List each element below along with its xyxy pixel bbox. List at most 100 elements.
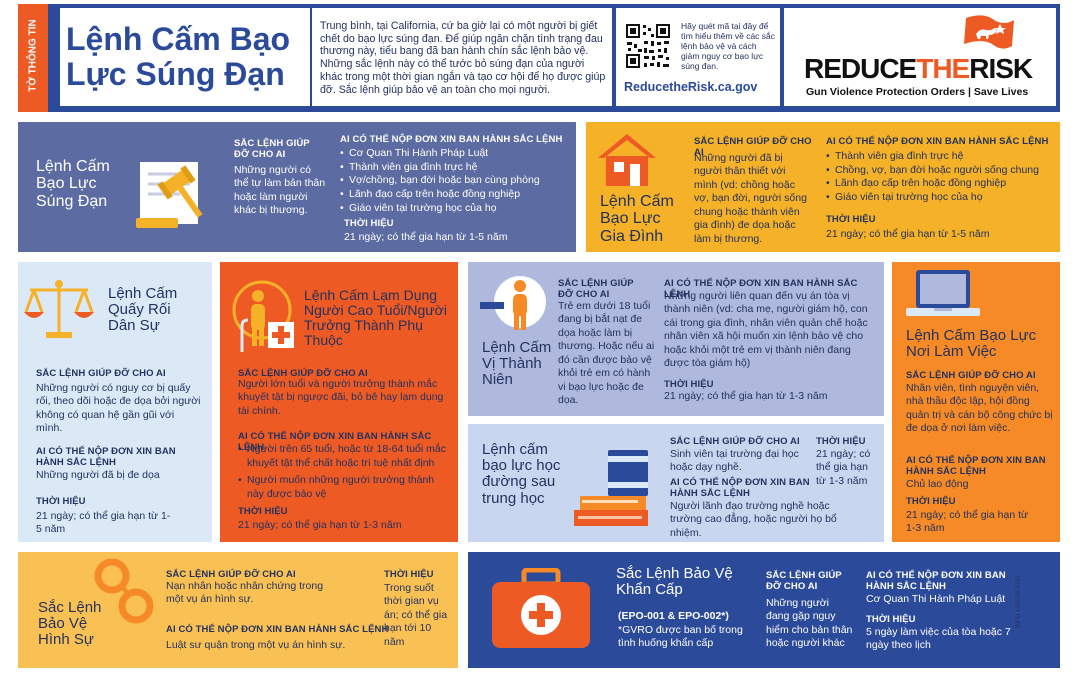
card-civil-harassment-duration: 21 ngày; có thể gia hạn từ 1-5 năm <box>36 510 171 536</box>
card-civil-harassment-title: Lệnh Cấm Quấy Rối Dân Sự <box>108 285 178 335</box>
list-item: Lãnh đạo cấp trên hoặc đồng nghiệp <box>340 188 572 202</box>
scales-icon <box>22 278 96 340</box>
list-item: Giáo viên tại trường học của họ <box>826 191 1058 205</box>
card-domestic-violence-petition-head: AI CÓ THỂ NỘP ĐƠN XIN BAN HÀNH SẮC LỆNH <box>826 136 1049 147</box>
card-emergency-protects-head: SẮC LỆNH GIÚP ĐỠ CHO AI <box>766 570 842 593</box>
list-item: Người muốn những người trưởng thành này … <box>238 474 452 501</box>
footer-code: INFO 103T.09-0725 <box>1016 575 1022 628</box>
card-gun-violence-duration-head: THỜI HIỆU <box>344 218 394 229</box>
card-workplace-petition-head: AI CÓ THỂ NỘP ĐƠN XIN BAN HÀNH SẮC LỆNH <box>906 455 1046 478</box>
card-civil-harassment-protects-head: SẮC LỆNH GIÚP ĐỠ CHO AI <box>36 368 166 379</box>
qr-caption: Hãy quét mã tại đây để tìm hiểu thêm về … <box>681 21 776 72</box>
card-domestic-violence-petition-list: Thành viên gia đình trực hệ Chồng, vợ, b… <box>826 150 1058 205</box>
card-elder-abuse-petition-list: Người trên 65 tuổi, hoặc từ 18-64 tuổi m… <box>238 443 452 502</box>
page-title-line1: Lệnh Cấm Bạo <box>66 21 291 57</box>
card-elder-abuse-protects-head: SẮC LỆNH GIÚP ĐỠ CHO AI <box>238 368 368 379</box>
card-workplace-petition: Chủ lao động <box>906 478 969 490</box>
card-juvenile-petition-head: AI CÓ THỂ NỘP ĐƠN XIN BAN HÀNH SẮC LỆNH <box>664 278 858 301</box>
card-gun-violence-protects: Những người có thể tự làm bản thân hoặc … <box>234 164 326 217</box>
page-title-line2: Lực Súng Đạn <box>66 56 285 93</box>
card-juvenile-duration-head: THỜI HIỆU <box>664 379 714 390</box>
card-postsecondary-petition: Người lãnh đạo trường nghề hoặc trường c… <box>670 500 837 539</box>
child-icon <box>478 272 548 334</box>
card-civil-harassment <box>18 262 212 542</box>
card-emergency-duration: 5 ngày làm việc của tòa hoặc 7 ngày theo… <box>866 626 1011 652</box>
card-domestic-violence-protects: Những người đã bị người thân thiết với m… <box>694 152 807 245</box>
side-tab-label: TỜ THÔNG TIN <box>27 19 39 92</box>
card-elder-abuse-duration: 21 ngày; có thể gia hạn từ 1-3 năm <box>238 519 402 531</box>
card-juvenile-title: Lệnh Cấm Vị Thành Niên <box>482 339 552 389</box>
card-elder-abuse-title: Lệnh Cấm Lạm Dụng Người Cao Tuổi/Người T… <box>304 287 447 349</box>
first-aid-kit-icon <box>490 567 592 650</box>
list-item: Người trên 65 tuổi, hoặc từ 18-64 tuổi m… <box>238 443 452 470</box>
card-gun-violence-petition-head: AI CÓ THỂ NỘP ĐƠN XIN BAN HÀNH SẮC LỆNH <box>340 134 563 145</box>
brand-word-reduce: REDUCE <box>804 53 917 84</box>
card-civil-harassment-duration-head: THỜI HIỆU <box>36 496 86 507</box>
brand-word-risk: RISK <box>969 53 1033 84</box>
card-postsecondary-protects: Sinh viên tại trường đại học hoặc dạy ng… <box>670 448 799 474</box>
list-item: Thành viên gia đình trực hệ <box>826 150 1058 164</box>
brand-flag-icon <box>960 14 1016 56</box>
card-postsecondary-petition-head: AI CÓ THỂ NỘP ĐƠN XIN BAN HÀNH SẮC LỆNH <box>670 477 810 500</box>
card-juvenile-protects-head: SẮC LỆNH GIÚP ĐỠ CHO AI <box>558 278 634 301</box>
card-emergency-codes: (EPO-001 & EPO-002*) <box>618 610 729 622</box>
card-emergency-petition: Cơ Quan Thi Hành Pháp Luật <box>866 593 1006 605</box>
page-title: Lệnh Cấm Bạo Lực Súng Đạn <box>66 21 291 93</box>
list-item: Chồng, vợ, bạn đời hoặc người sống chung <box>826 164 1058 178</box>
card-workplace-duration: 21 ngày; có thể gia hạn từ 1-3 năm <box>906 509 1029 535</box>
books-icon <box>572 446 656 534</box>
card-domestic-violence-protects-head: SẮC LỆNH GIÚP ĐỠ CHO AI <box>694 136 812 159</box>
card-criminal-duration-head: THỜI HIỆU <box>384 569 434 580</box>
website-link[interactable]: ReducetheRisk.ca.gov <box>624 80 758 94</box>
card-postsecondary-protects-head: SẮC LỆNH GIÚP ĐỠ CHO AI <box>670 436 800 447</box>
card-domestic-violence-duration-head: THỜI HIỆU <box>826 214 876 225</box>
list-item: Cơ Quan Thi Hành Pháp Luật <box>340 147 572 161</box>
card-criminal-petition: Luật sư quận trong một vụ án hình sự. <box>166 639 346 651</box>
card-civil-harassment-protects: Những người có nguy cơ bị quấy rối, theo… <box>36 382 201 435</box>
qr-code-icon <box>624 22 672 70</box>
card-postsecondary-duration-head: THỜI HIỆU <box>816 436 866 447</box>
intro-text: Trung bình, tại California, cứ ba giờ lạ… <box>320 20 606 96</box>
gavel-icon <box>132 152 218 232</box>
list-item: Lãnh đạo cấp trên hoặc đồng nghiệp <box>826 177 1058 191</box>
card-elder-abuse-duration-head: THỜI HIỆU <box>238 506 288 517</box>
header-title-panel <box>60 8 310 106</box>
card-gun-violence-petition-list: Cơ Quan Thi Hành Pháp Luật Thành viên gi… <box>340 147 572 215</box>
card-criminal-protects-head: SẮC LỆNH GIÚP ĐỠ CHO AI <box>166 569 296 580</box>
card-workplace-title: Lệnh Cấm Bạo Lực Nơi Làm Việc <box>906 327 1037 361</box>
laptop-icon <box>904 268 982 322</box>
card-emergency-petition-head: AI CÓ THỂ NỘP ĐƠN XIN BAN HÀNH SẮC LỆNH <box>866 570 1006 593</box>
handcuffs-icon <box>92 556 158 626</box>
card-postsecondary-title: Lệnh cấm bạo lực học đường sau trung học <box>482 441 561 507</box>
card-criminal-petition-head: AI CÓ THỂ NỘP ĐƠN XIN BAN HÀNH SẮC LỆNH <box>166 624 389 635</box>
brand-word-the: THE <box>916 53 970 84</box>
card-criminal-duration: Trong suốt thời gian vụ án; có thể gia h… <box>384 582 448 648</box>
card-postsecondary-duration: 21 ngày; có thể gia hạn từ 1-3 năm <box>816 448 871 487</box>
list-item: Thành viên gia đình trực hệ <box>340 161 572 175</box>
list-item: Vợ/chồng, bạn đời hoặc bạn cùng phòng <box>340 174 572 188</box>
brand-tagline: Gun Violence Protection Orders | Save Li… <box>806 86 1029 98</box>
card-juvenile-petition: Những người liên quan đến vụ án tòa vị t… <box>664 290 868 370</box>
card-gun-violence-title: Lệnh Cấm Bạo Lực Súng Đạn <box>36 158 110 210</box>
card-elder-abuse-protects: Người lớn tuổi và người trưởng thành mắc… <box>238 378 444 417</box>
card-emergency-protects: Những người đang gặp nguy hiểm cho bản t… <box>766 597 853 650</box>
card-criminal <box>18 552 458 668</box>
card-gun-violence-protects-head: SẮC LỆNH GIÚP ĐỠ CHO AI <box>234 138 310 161</box>
card-criminal-title: Sắc Lệnh Bảo Vệ Hình Sự <box>38 599 102 649</box>
card-postsecondary <box>468 424 884 542</box>
side-tab: TỜ THÔNG TIN <box>18 4 48 112</box>
house-icon <box>596 132 658 188</box>
card-workplace-duration-head: THỜI HIỆU <box>906 496 956 507</box>
card-domestic-violence-duration: 21 ngày; có thể gia hạn từ 1-5 năm <box>826 228 990 240</box>
card-domestic-violence-title: Lệnh Cấm Bạo Lực Gia Đình <box>600 193 674 245</box>
card-civil-harassment-petition: Những người đã bị đe dọa <box>36 469 160 481</box>
header-intro-panel <box>312 8 612 106</box>
card-emergency-title: Sắc Lệnh Bảo Vệ Khẩn Cấp <box>616 565 733 599</box>
list-item: Giáo viên tại trường học của họ <box>340 202 572 216</box>
elder-person-icon <box>228 280 300 354</box>
card-gun-violence-duration: 21 ngày; có thể gia hạn từ 1-5 năm <box>344 231 508 243</box>
card-workplace-protects-head: SẮC LỆNH GIÚP ĐỠ CHO AI <box>906 370 1036 381</box>
card-emergency-duration-head: THỜI HIỆU <box>866 614 916 625</box>
card-criminal-protects: Nạn nhân hoặc nhân chứng trong một vụ án… <box>166 580 324 606</box>
card-juvenile-duration: 21 ngày; có thể gia hạn từ 1-3 năm <box>664 390 828 402</box>
